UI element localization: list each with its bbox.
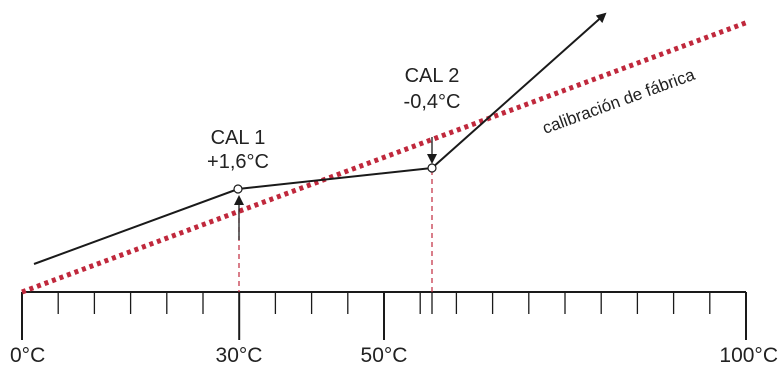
cal1-point [233,184,243,194]
scale-ticks [21,292,747,340]
factory-calibration-label: calibración de fábrica [540,65,698,138]
cal1-offset-label: +1,6°C [207,151,269,173]
cal1-title: CAL 1 [211,127,266,149]
tick-label-100: 100°C [719,344,778,367]
calibrated-curve-extension [431,12,607,169]
cal2-point [427,163,437,173]
cal2-offset-label: -0,4°C [404,91,461,113]
cal2-title: CAL 2 [405,65,460,87]
factory-calibration-line [21,19,749,295]
tick-label-50: 50°C [361,344,408,367]
tick-label-0: 0°C [10,344,45,367]
tick-label-30: 30°C [216,344,263,367]
